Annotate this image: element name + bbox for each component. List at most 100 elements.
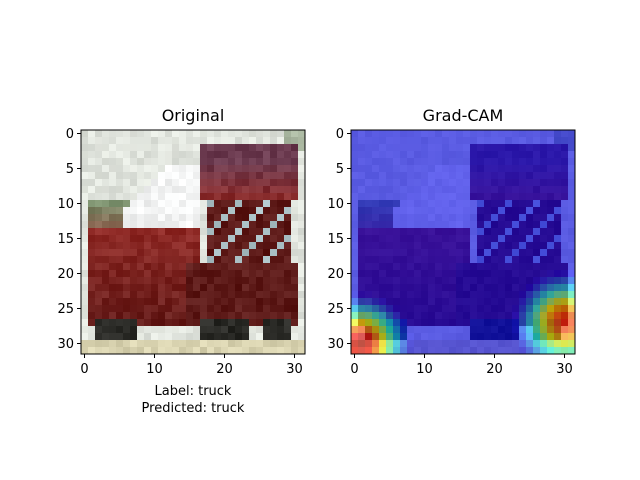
original-pixel (228, 340, 236, 348)
gradcam-pixel (470, 263, 478, 271)
gradcam-pixel (519, 291, 527, 299)
gradcam-pixel (491, 200, 499, 208)
gradcam-pixel (407, 158, 415, 166)
original-pixel (158, 242, 166, 250)
gradcam-pixel (540, 179, 548, 187)
original-pixel (172, 347, 180, 355)
gradcam-pixel (568, 347, 576, 355)
original-pixel (130, 221, 138, 229)
gradcam-pixel (491, 333, 499, 341)
gradcam-pixel (547, 277, 555, 285)
original-pixel (235, 165, 243, 173)
original-pixel (95, 291, 103, 299)
gradcam-pixel (400, 186, 408, 194)
gradcam-pixel (568, 165, 576, 173)
original-pixel (221, 151, 229, 159)
gradcam-pixel (407, 305, 415, 313)
gradcam-pixel (428, 193, 436, 201)
original-pixel (95, 137, 103, 145)
gradcam-pixel (519, 221, 527, 229)
original-pixel (144, 263, 152, 271)
original-pixel (109, 291, 117, 299)
original-pixel (193, 200, 201, 208)
original-pixel (242, 249, 250, 257)
gradcam-pixel (400, 256, 408, 264)
gradcam-pixel (540, 221, 548, 229)
original-pixel (179, 186, 187, 194)
original-pixel (242, 221, 250, 229)
gradcam-pixel (484, 235, 492, 243)
gradcam-pixel (526, 340, 534, 348)
original-pixel (263, 207, 271, 215)
gradcam-pixel (456, 256, 464, 264)
original-pixel (179, 172, 187, 180)
original-pixel (277, 130, 285, 138)
gradcam-pixel (449, 256, 457, 264)
gradcam-pixel (498, 305, 506, 313)
original-pixel (165, 144, 173, 152)
original-pixel (102, 242, 110, 250)
gradcam-pixel (505, 242, 513, 250)
original-pixel (256, 270, 264, 278)
original-pixel (95, 228, 103, 236)
gradcam-pixel (505, 263, 513, 271)
original-pixel (291, 256, 299, 264)
original-pixel (263, 228, 271, 236)
gradcam-pixel (393, 256, 401, 264)
original-pixel (214, 291, 222, 299)
original-pixel (221, 333, 229, 341)
gradcam-pixel (400, 242, 408, 250)
gradcam-pixel (477, 249, 485, 257)
gradcam-pixel (393, 165, 401, 173)
original-pixel (179, 312, 187, 320)
original-pixel (193, 207, 201, 215)
gradcam-pixel (519, 249, 527, 257)
original-pixel (228, 305, 236, 313)
original-pixel (228, 186, 236, 194)
original-pixel (207, 200, 215, 208)
original-pixel (249, 242, 257, 250)
original-pixel (151, 221, 159, 229)
original-pixel (116, 277, 124, 285)
original-pixel (151, 340, 159, 348)
gradcam-pixel (547, 347, 555, 355)
original-pixel (144, 207, 152, 215)
original-pixel (214, 228, 222, 236)
gradcam-pixel (393, 305, 401, 313)
gradcam-pixel (393, 235, 401, 243)
gradcam-pixel (533, 256, 541, 264)
original-pixel (130, 207, 138, 215)
original-pixel (284, 326, 292, 334)
gradcam-pixel (365, 207, 373, 215)
gradcam-pixel (477, 186, 485, 194)
gradcam-pixel (470, 277, 478, 285)
original-pixel (291, 312, 299, 320)
gradcam-pixel (386, 200, 394, 208)
original-pixel (109, 221, 117, 229)
gradcam-pixel (498, 291, 506, 299)
gradcam-pixel (379, 165, 387, 173)
gradcam-pixel (379, 312, 387, 320)
gradcam-pixel (386, 214, 394, 222)
original-pixel (270, 186, 278, 194)
gradcam-pixel (526, 263, 534, 271)
original-pixel (151, 214, 159, 222)
gradcam-pixel (351, 207, 359, 215)
original-pixel (256, 291, 264, 299)
original-pixel (277, 298, 285, 306)
gradcam-pixel (533, 179, 541, 187)
gradcam-pixel (484, 277, 492, 285)
original-pixel (109, 277, 117, 285)
x-tick-label: 0 (350, 362, 358, 377)
original-pixel (193, 221, 201, 229)
gradcam-pixel (358, 228, 366, 236)
original-pixel (81, 235, 89, 243)
gradcam-pixel (372, 193, 380, 201)
gradcam-pixel (491, 172, 499, 180)
original-pixel (242, 186, 250, 194)
original-pixel (123, 158, 131, 166)
original-pixel (130, 165, 138, 173)
original-pixel (158, 165, 166, 173)
original-pixel (130, 193, 138, 201)
original-pixel (200, 270, 208, 278)
